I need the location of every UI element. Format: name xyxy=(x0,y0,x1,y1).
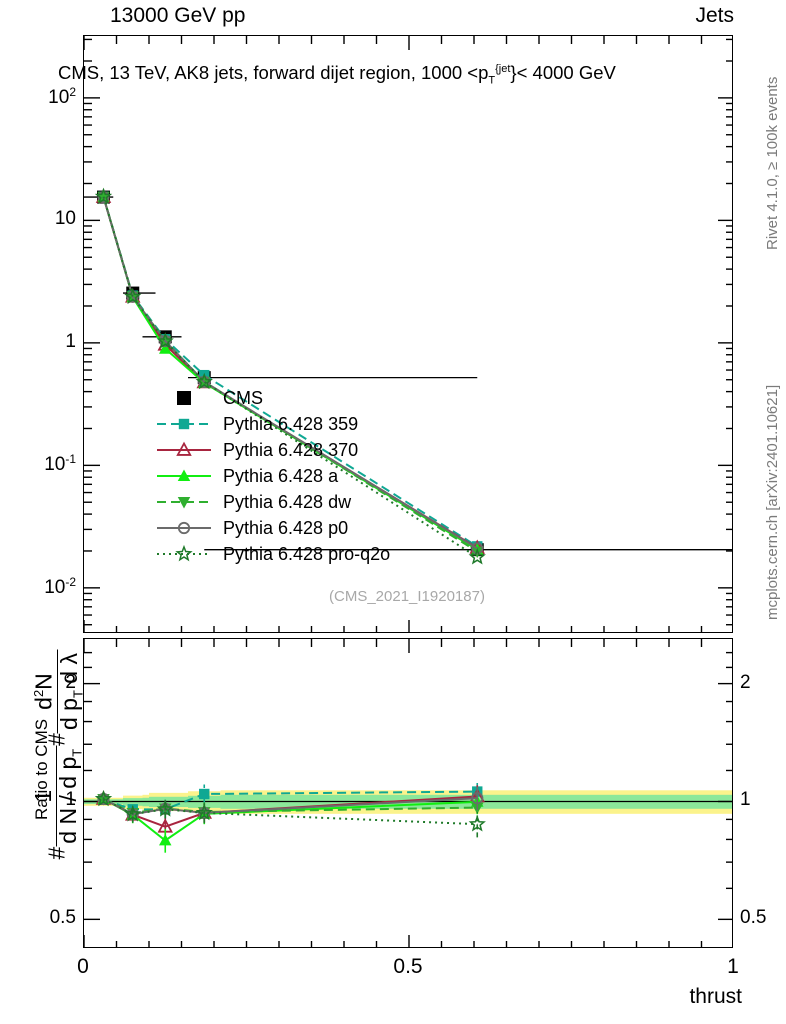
legend-label: Pythia 6.428 359 xyxy=(223,413,359,434)
ratio-y-tick-label-left: 1 xyxy=(65,789,76,811)
plot-title-sub: T xyxy=(488,74,496,87)
main-plot-canvas xyxy=(84,36,732,632)
data-marker xyxy=(195,372,213,390)
data-marker xyxy=(159,833,172,846)
axis-ticks xyxy=(84,38,732,626)
series-line xyxy=(102,196,478,550)
x-axis-ticks xyxy=(84,639,703,947)
mcplots-credit-label: mcplots.cern.ch [arXiv:2401.10621] xyxy=(764,384,781,620)
legend-key-proq2o xyxy=(155,543,213,565)
ratio-plot-canvas xyxy=(84,639,732,947)
legend-key-glyph xyxy=(157,544,211,562)
rivet-credit-label: Rivet 4.1.0, ≥ 100k events xyxy=(764,76,781,250)
legend-key-p0 xyxy=(155,517,213,539)
legend-label: Pythia 6.428 pro-q2o xyxy=(223,543,391,564)
legend-key-glyph xyxy=(157,469,211,481)
y-title-hash1: # xyxy=(43,846,70,860)
legend-label: Pythia 6.428 dw xyxy=(223,491,352,512)
header-left-label: 13000 GeV pp xyxy=(110,4,246,27)
ratio-y-tick-label-left: 0.5 xyxy=(49,907,76,929)
legend-row[interactable]: Pythia 6.428 359 xyxy=(155,411,390,437)
legend-row[interactable]: Pythia 6.428 pro-q2o xyxy=(155,541,390,567)
legend-key-dw xyxy=(155,491,213,513)
legend-key-glyph xyxy=(157,441,211,456)
legend-key-glyph xyxy=(177,391,191,405)
data-marker xyxy=(468,548,486,565)
ratio-series-pythia-6-428-pro-q2o xyxy=(94,789,486,838)
plot-legend: CMS Pythia 6.428 359 Pythia 6.428 370 Pythi… xyxy=(155,385,390,567)
ratio-y-tick-label-right: 1 xyxy=(740,789,751,811)
ratio-y-tick-label-left: 2 xyxy=(65,671,76,693)
series-pythia-6-428-pro-q2o xyxy=(94,187,486,565)
legend-key-glyph xyxy=(157,521,211,535)
main-y-tick-label: 1 xyxy=(65,330,76,352)
data-marker xyxy=(94,187,113,205)
ratio-plot-panel xyxy=(83,638,733,948)
data-marker xyxy=(177,469,191,481)
data-marker xyxy=(175,544,193,562)
main-y-tick-label: 10 xyxy=(54,208,76,230)
legend-key-359 xyxy=(155,413,213,435)
data-marker xyxy=(178,418,190,430)
y-title-num-2-exp: 2 xyxy=(31,689,46,698)
legend-key-cms xyxy=(155,387,213,409)
data-marker xyxy=(156,800,174,817)
data-marker xyxy=(177,521,191,535)
x-axis-ticks xyxy=(84,36,703,632)
y-title-num-2-d: d xyxy=(30,697,57,710)
y-title-den-2-text: d p xyxy=(55,698,82,731)
data-marker xyxy=(159,342,172,354)
x-tick-label: 1 xyxy=(727,955,739,978)
main-plot-panel xyxy=(83,35,733,633)
ratio-y-axis-title-text: Ratio to CMS xyxy=(32,718,51,820)
plot-title-prefix: CMS, 13 TeV, AK8 jets, forward dijet reg… xyxy=(58,62,489,83)
legend-key-glyph xyxy=(157,418,211,430)
data-marker xyxy=(177,497,191,509)
plot-title-suffix: }< 4000 GeV xyxy=(510,62,616,83)
axis-ticks xyxy=(84,651,732,921)
legend-label: Pythia 6.428 370 xyxy=(223,439,359,460)
legend-row[interactable]: CMS xyxy=(155,385,390,411)
ratio-y-tick-label-right: 0.5 xyxy=(740,907,767,929)
legend-row[interactable]: Pythia 6.428 370 xyxy=(155,437,390,463)
x-axis-title: thrust xyxy=(689,985,742,1008)
data-marker xyxy=(195,803,213,821)
analysis-id-watermark: (CMS_2021_I1920187) xyxy=(329,588,485,605)
legend-key-glyph xyxy=(157,497,211,509)
header-right-label: Jets xyxy=(695,4,734,27)
plot-title-sup: {jet xyxy=(495,62,511,75)
data-marker xyxy=(471,542,484,555)
main-y-tick-label: 102 xyxy=(48,84,76,109)
ratio-y-tick-label-right: 2 xyxy=(740,671,751,693)
data-marker xyxy=(176,441,192,456)
y-title-num-2-n: N xyxy=(30,673,57,690)
data-marker xyxy=(124,805,142,822)
legend-key-a xyxy=(155,465,213,487)
legend-key-370 xyxy=(155,439,213,461)
legend-label: Pythia 6.428 p0 xyxy=(223,517,349,538)
main-y-tick-label: 10-2 xyxy=(44,574,76,599)
legend-label: Pythia 6.428 a xyxy=(223,465,339,486)
plot-title: CMS, 13 TeV, AK8 jets, forward dijet reg… xyxy=(58,62,616,87)
data-marker xyxy=(471,792,484,805)
main-y-tick-label: 10-1 xyxy=(44,452,76,476)
legend-row[interactable]: Pythia 6.428 a xyxy=(155,463,390,489)
data-marker xyxy=(94,789,113,807)
data-marker xyxy=(177,391,191,405)
data-marker xyxy=(124,287,142,305)
tick-exponent: -2 xyxy=(65,574,76,589)
x-tick-label: 0.5 xyxy=(393,955,423,978)
x-tick-label: 0 xyxy=(77,955,89,978)
data-marker xyxy=(471,546,484,559)
tick-exponent: 2 xyxy=(69,84,76,99)
main-y-axis-title: #1 d N / d pT # d2N d pT d λ xyxy=(0,50,85,860)
data-marker xyxy=(199,788,210,800)
legend-row[interactable]: Pythia 6.428 dw xyxy=(155,489,390,515)
legend-label: CMS xyxy=(223,387,263,408)
data-marker xyxy=(468,815,486,832)
data-marker xyxy=(156,332,174,349)
tick-exponent: -1 xyxy=(65,452,76,467)
data-marker xyxy=(97,190,110,204)
legend-row[interactable]: Pythia 6.428 p0 xyxy=(155,515,390,541)
